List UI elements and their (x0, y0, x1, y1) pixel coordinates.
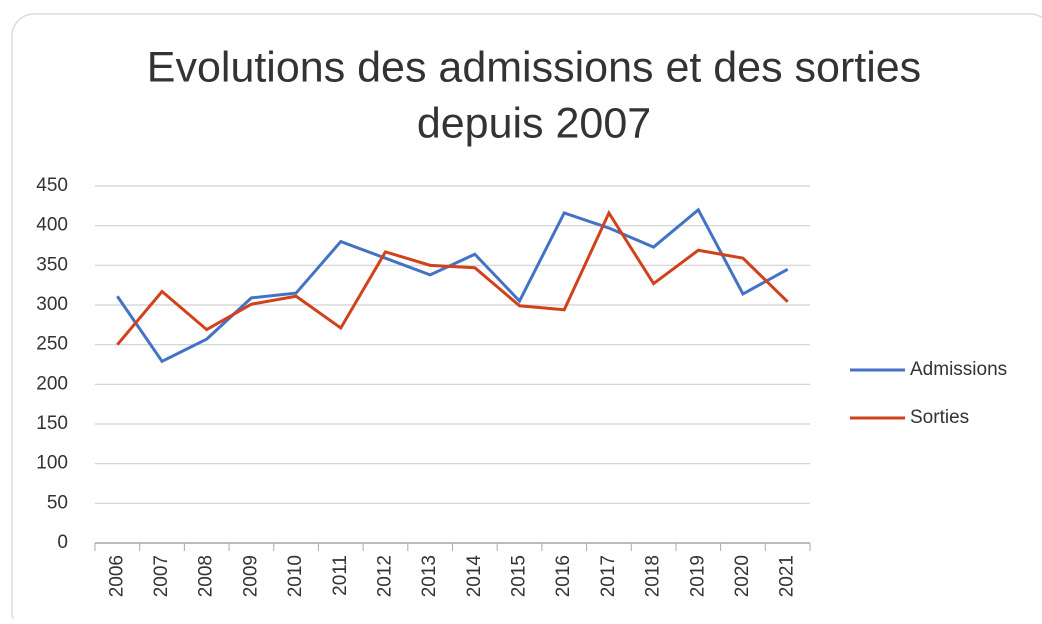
y-tick-label: 450 (36, 175, 68, 196)
y-tick-label: 0 (57, 532, 68, 553)
legend-label: Admissions (910, 359, 1007, 380)
x-tick-label: 2015 (509, 555, 530, 597)
x-tick-label: 2013 (419, 555, 440, 597)
x-tick-label: 2011 (330, 555, 351, 596)
x-tick-label: 2017 (598, 555, 619, 597)
y-tick-label: 150 (36, 413, 68, 434)
x-tick-label: 2007 (151, 555, 172, 597)
y-tick-label: 300 (36, 294, 68, 315)
x-tick-label: 2010 (285, 555, 306, 597)
x-tick-label: 2012 (374, 555, 395, 597)
x-tick-label: 2019 (687, 555, 708, 597)
y-tick-label: 250 (36, 334, 68, 355)
y-tick-label: 400 (36, 215, 68, 236)
x-tick-label: 2008 (196, 555, 217, 597)
y-tick-label: 50 (47, 492, 68, 513)
card (11, 13, 1042, 624)
x-tick-label: 2009 (240, 555, 261, 597)
legend-label: Sorties (910, 407, 969, 428)
x-tick-label: 2016 (553, 555, 574, 597)
x-tick-label: 2021 (777, 555, 798, 597)
x-tick-label: 2020 (732, 555, 753, 597)
y-tick-label: 200 (36, 373, 68, 394)
chart-subtitle: depuis 2007 (417, 99, 651, 147)
series-line (116, 209, 789, 346)
x-tick-label: 2014 (464, 555, 485, 598)
x-tick-label: 2006 (106, 555, 127, 597)
x-tick-label: 2018 (643, 555, 664, 597)
chart-title: Evolutions des admissions et des sorties (147, 43, 921, 91)
y-tick-label: 100 (36, 453, 68, 474)
y-tick-label: 350 (36, 254, 68, 275)
